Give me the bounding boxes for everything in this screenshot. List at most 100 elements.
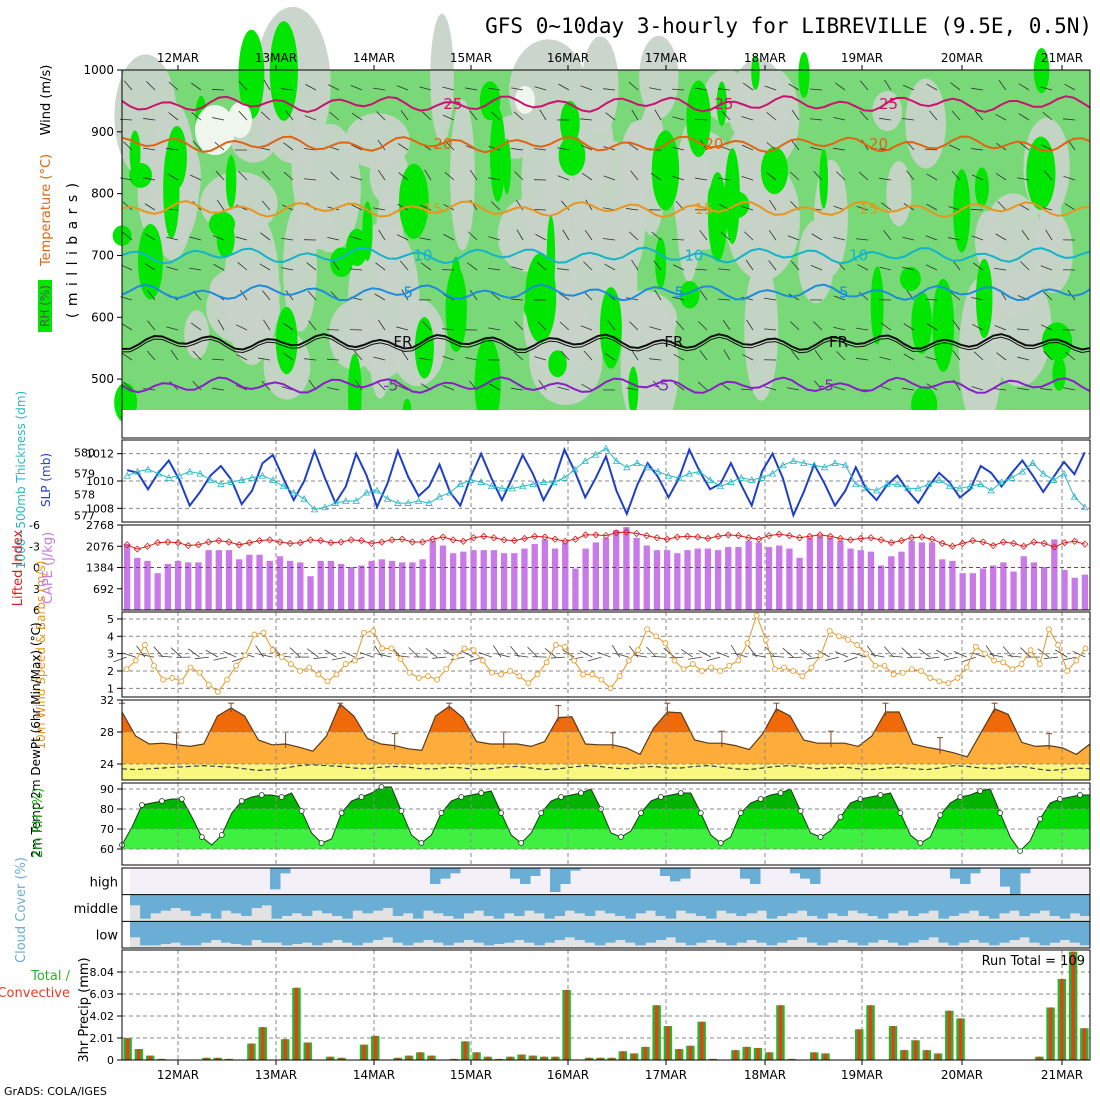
wind-barb (605, 112, 616, 121)
wind-barb (997, 201, 1007, 211)
wind-barb (189, 267, 202, 271)
cape-bar (847, 548, 854, 610)
cloud-cover-bar (817, 894, 828, 919)
wind-barb (1041, 144, 1053, 151)
wind-barb (397, 143, 409, 151)
cape-bar (388, 560, 396, 610)
wind-barb (769, 199, 777, 211)
surface-wind-barb (122, 652, 136, 658)
wind-speed-point (671, 657, 678, 664)
cloud-cover-bar (736, 894, 747, 916)
wind-speed-point (507, 668, 514, 674)
y-tick-label: 8.04 (90, 966, 115, 979)
cape-bar (246, 554, 253, 610)
surface-wind-barb (716, 651, 730, 658)
rh2m-point (817, 834, 824, 840)
lifted-index-point (266, 536, 274, 544)
wind-barb (562, 229, 570, 241)
thickness-point (862, 484, 870, 492)
cloud-cover-bar (332, 921, 343, 940)
wind-barb (950, 82, 961, 91)
wind-barb (699, 350, 708, 361)
cloud-cover-bar (756, 921, 768, 943)
precip-convective-bar (643, 1046, 648, 1060)
precip-convective-bar (1071, 951, 1075, 1060)
wind-barb (516, 229, 524, 241)
wind-speed-point (196, 669, 203, 676)
rh-dry-patch (450, 99, 475, 251)
rh2m-point (737, 810, 744, 816)
rh-moist-patch (1041, 322, 1073, 361)
cloud-cover-bar (443, 894, 454, 916)
wind-barb (191, 322, 202, 331)
cloud-cover-bar (1039, 921, 1051, 946)
wind-barb (718, 268, 731, 271)
wind-barb (699, 230, 708, 241)
thickness-point (685, 469, 693, 477)
surface-wind-barb (883, 646, 894, 658)
precip-convective-bar (913, 1040, 918, 1060)
cloud-cover-bar (594, 894, 606, 911)
wind-barb (698, 321, 708, 331)
lifted-index-point (714, 532, 722, 540)
wind-barb (374, 293, 386, 301)
wind-barb (973, 262, 984, 271)
lifted-index-point (357, 537, 366, 545)
x-tick-label-top: 15MAR (450, 51, 492, 65)
wind-speed-point (772, 666, 778, 673)
wind-barb (810, 146, 823, 151)
precip-convective-bar (463, 1041, 467, 1060)
wind-speed-point (918, 668, 924, 674)
lifted-index-point (612, 529, 620, 537)
wind-barb (654, 109, 662, 121)
wind-barb (398, 172, 409, 181)
cloud-cover-bar (928, 921, 939, 938)
cloud-cover-bar (1049, 894, 1061, 916)
wind-barb (330, 171, 340, 181)
wind-barb (925, 148, 938, 151)
surface-wind-barb (213, 656, 228, 661)
cloud-cover-bar (210, 894, 222, 919)
rh2m-point (218, 832, 225, 838)
wind-barb (672, 296, 685, 301)
wind-barb (192, 350, 202, 361)
wind-speed-point (625, 657, 632, 664)
cape-bar (266, 560, 273, 610)
wind-barb (147, 320, 156, 331)
lifted-index-point (449, 536, 457, 544)
cloud-cover-bar (807, 894, 818, 916)
lifted-index-point (317, 537, 325, 545)
cloud-cover-bar (1029, 921, 1040, 943)
cloud-cover-bar (1069, 894, 1081, 914)
rh2m-point (498, 810, 505, 816)
rh2m-point (757, 796, 764, 802)
cloud-cover-bar (988, 894, 1000, 919)
wind-barb (1045, 229, 1053, 241)
cloud-cover-bar (443, 921, 454, 946)
precip-convective-bar (306, 1042, 310, 1060)
x-tick-label-top: 16MAR (547, 51, 589, 65)
wind-barb (604, 353, 616, 361)
surface-wind-barb (496, 653, 511, 658)
wind-barb (836, 171, 846, 181)
wind-barb (768, 229, 777, 241)
cloud-cover-bar (280, 868, 291, 874)
cloud-cover-bar (655, 921, 667, 940)
wind-barb (627, 142, 639, 151)
cloud-cover-bar (544, 921, 555, 943)
wind-barb (166, 236, 179, 241)
cloud-cover-bar (645, 921, 656, 943)
wind-barb (465, 357, 478, 361)
wind-speed-point (151, 662, 157, 669)
thickness-point (185, 467, 194, 475)
wind-barb (258, 357, 271, 361)
wind-barb (723, 349, 731, 361)
lifted-index-point (826, 532, 834, 540)
cloud-cover-bar (746, 894, 758, 914)
lifted-index-point (459, 537, 467, 545)
wind-speed-point (479, 657, 486, 664)
wind-barb (653, 260, 662, 271)
wind-speed-point (552, 642, 559, 648)
cape-bar (837, 540, 844, 610)
y-tick-label: 1010 (86, 475, 114, 488)
